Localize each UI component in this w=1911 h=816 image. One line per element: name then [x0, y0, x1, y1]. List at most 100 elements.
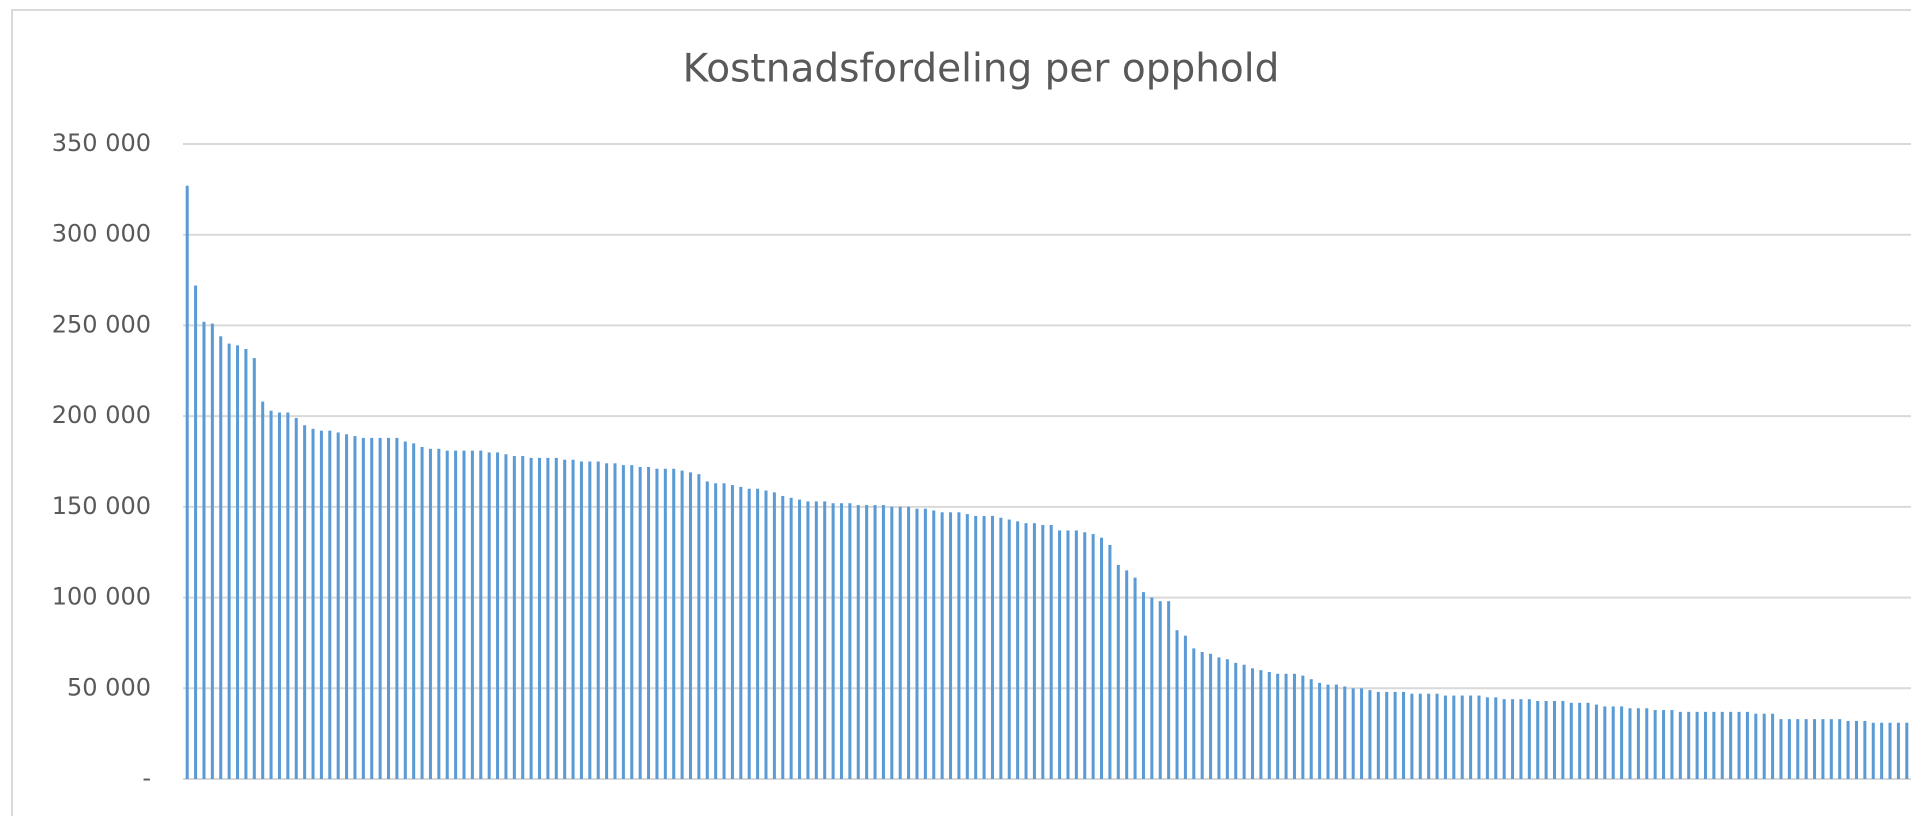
bar — [1158, 601, 1162, 779]
bar — [1024, 523, 1028, 779]
y-tick-label: - — [142, 764, 151, 792]
bar — [638, 466, 642, 779]
bar — [1494, 697, 1498, 779]
bar — [420, 446, 424, 779]
bar — [965, 514, 969, 779]
bar — [1737, 711, 1741, 779]
bar — [1771, 713, 1775, 779]
y-tick-label: 300 000 — [52, 220, 151, 248]
bar — [244, 349, 248, 779]
bar — [277, 412, 281, 779]
bar — [1141, 592, 1145, 779]
bar — [1636, 708, 1640, 779]
bar — [353, 436, 357, 779]
bar — [1083, 532, 1087, 779]
bar — [688, 472, 693, 779]
bar — [957, 512, 961, 779]
bar — [269, 410, 273, 779]
bar — [1125, 570, 1129, 779]
bar — [739, 486, 743, 779]
bar — [940, 512, 944, 779]
bar — [1821, 719, 1825, 779]
bar — [487, 452, 491, 779]
bar — [1846, 720, 1850, 779]
bar — [479, 450, 483, 779]
bar — [672, 468, 676, 779]
bar — [1854, 720, 1858, 779]
bar — [1234, 662, 1238, 779]
bar — [1007, 519, 1011, 779]
bar — [470, 450, 474, 779]
bar — [1368, 690, 1372, 779]
bar — [1905, 722, 1909, 779]
bar — [1192, 648, 1196, 779]
bar — [521, 456, 525, 779]
y-tick-label: 150 000 — [52, 492, 151, 520]
bar — [1603, 706, 1607, 779]
y-tick-label: 200 000 — [52, 401, 151, 429]
bar — [932, 510, 936, 779]
bar — [1309, 679, 1313, 779]
bar — [395, 437, 399, 779]
bar — [328, 430, 332, 779]
bar — [1536, 700, 1540, 779]
bar — [1225, 659, 1229, 779]
bar — [1787, 719, 1791, 779]
bar — [1863, 720, 1867, 779]
bar — [798, 499, 802, 779]
bar — [1385, 691, 1389, 779]
bar — [722, 483, 726, 779]
bar — [1511, 699, 1515, 779]
bar — [1561, 700, 1565, 779]
bar — [1435, 693, 1439, 779]
bar — [1703, 711, 1707, 779]
bar — [1594, 704, 1598, 779]
bar — [1544, 700, 1548, 779]
bar — [806, 501, 810, 779]
bar — [428, 448, 432, 779]
bar — [1586, 702, 1590, 779]
bar — [915, 508, 919, 779]
bar — [1745, 711, 1749, 779]
bar — [311, 428, 315, 779]
bar — [898, 506, 902, 779]
bar — [303, 425, 307, 779]
bar — [697, 474, 701, 779]
bar — [1443, 695, 1447, 779]
bar — [982, 515, 986, 779]
bar — [1217, 657, 1221, 779]
bar — [1452, 695, 1456, 779]
bar — [907, 506, 911, 779]
bar — [781, 495, 785, 779]
bar — [999, 517, 1003, 779]
bar — [554, 457, 558, 779]
bar — [219, 336, 223, 779]
bar — [1343, 686, 1347, 779]
bar — [512, 456, 516, 779]
bar — [873, 505, 877, 779]
bar — [1477, 695, 1481, 779]
bar — [462, 450, 466, 779]
bar — [1276, 673, 1280, 779]
bar — [1334, 684, 1338, 779]
bar — [1620, 706, 1624, 779]
bar — [1460, 695, 1464, 779]
bar — [890, 506, 894, 779]
bar — [529, 457, 533, 779]
bar — [1091, 534, 1095, 779]
bar — [655, 468, 659, 779]
bar — [663, 468, 667, 779]
bar — [730, 485, 734, 779]
bar — [588, 461, 592, 779]
bar — [1242, 664, 1246, 779]
bar — [504, 454, 508, 779]
y-tick-label: 100 000 — [52, 583, 151, 611]
bar — [1611, 706, 1615, 779]
bar — [1410, 693, 1414, 779]
bar — [1838, 719, 1842, 779]
bar — [1292, 673, 1296, 779]
bar — [1762, 713, 1766, 779]
bar — [202, 321, 206, 779]
